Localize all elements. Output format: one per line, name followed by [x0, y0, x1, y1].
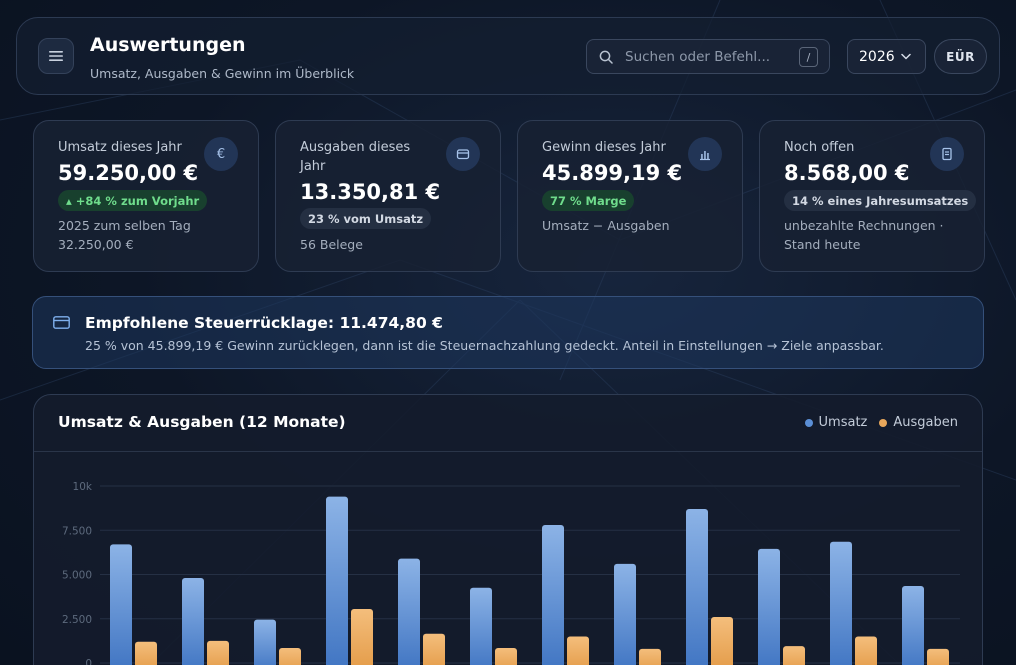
kpi-badge: ▴ +84 % zum Vorjahr — [58, 190, 208, 211]
menu-button[interactable] — [38, 38, 74, 74]
search-input[interactable] — [625, 48, 797, 65]
bar-revenue[interactable] — [326, 496, 348, 665]
chart-plot-area: 0 2.500 5.000 7.500 10k — [62, 481, 960, 665]
bar-revenue[interactable] — [470, 587, 492, 665]
kpi-label: Umsatz dieses Jahr — [58, 140, 182, 155]
bar-expenses[interactable] — [495, 647, 517, 665]
chevron-down-icon — [900, 53, 911, 60]
search-shortcut-key: / — [799, 47, 818, 67]
kpi-label: Gewinn dieses Jahr — [542, 140, 666, 155]
page-subtitle: Umsatz, Ausgaben & Gewinn im Überblick — [90, 66, 355, 81]
wallet-icon — [446, 137, 480, 171]
bar-revenue[interactable] — [254, 619, 276, 665]
kpi-card-open: Noch offen 8.568,00 € 14 % eines Jahresu… — [759, 120, 985, 272]
y-tick-label: 5.000 — [62, 570, 92, 582]
bar-expenses[interactable] — [423, 633, 445, 665]
card-icon — [53, 316, 70, 329]
bar-expenses[interactable] — [351, 609, 373, 665]
page-title: Auswertungen — [90, 34, 246, 56]
bar-expenses[interactable] — [135, 641, 157, 665]
kpi-card-profit: Gewinn dieses Jahr 45.899,19 € 77 % Marg… — [517, 120, 743, 272]
kpi-value: 8.568,00 € — [784, 161, 910, 185]
euer-mode-button[interactable]: EÜR — [934, 39, 987, 74]
kpi-card-revenue: Umsatz dieses Jahr € 59.250,00 € ▴ +84 %… — [33, 120, 259, 272]
kpi-badge: 14 % eines Jahresumsatzes — [784, 190, 977, 211]
receipt-icon — [930, 137, 964, 171]
bar-revenue[interactable] — [182, 578, 204, 665]
kpi-note: 2025 zum selben Tag 32.250,00 € — [58, 218, 191, 252]
bar-expenses[interactable] — [711, 616, 733, 665]
year-select[interactable]: 2026 — [847, 39, 926, 74]
bar-expenses[interactable] — [927, 648, 949, 665]
euro-icon: € — [204, 137, 238, 171]
bar-revenue[interactable] — [542, 524, 564, 665]
kpi-value: 13.350,81 € — [300, 180, 441, 204]
legend-label: Ausgaben — [893, 415, 958, 430]
y-tick-label: 0 — [85, 658, 92, 665]
kpi-badge: 77 % Marge — [542, 190, 635, 211]
tax-reserve-title: Empfohlene Steuerrücklage: 11.474,80 € — [85, 314, 443, 332]
kpi-value: 45.899,19 € — [542, 161, 683, 185]
legend-dot — [804, 418, 813, 427]
bar-revenue[interactable] — [902, 586, 924, 665]
legend-label: Umsatz — [818, 415, 868, 430]
kpi-note: unbezahlte Rechnungen · Stand heute — [784, 218, 944, 252]
legend-item-revenue[interactable]: Umsatz — [804, 415, 868, 430]
bar-revenue[interactable] — [830, 541, 852, 665]
tax-reserve-banner: Empfohlene Steuerrücklage: 11.474,80 € 2… — [32, 296, 984, 369]
kpi-note: Umsatz − Ausgaben — [542, 218, 670, 233]
bar-expenses[interactable] — [567, 636, 589, 665]
search-box[interactable]: / — [586, 39, 830, 74]
year-select-value: 2026 — [859, 48, 895, 65]
legend-item-expenses[interactable]: Ausgaben — [879, 415, 958, 430]
bar-expenses[interactable] — [279, 647, 301, 665]
y-tick-label: 7.500 — [62, 525, 92, 537]
bar-revenue[interactable] — [110, 544, 132, 665]
bar-revenue[interactable] — [758, 548, 780, 665]
kpi-label: Ausgaben dieses Jahr — [300, 140, 411, 174]
kpi-card-expenses: Ausgaben dieses Jahr 13.350,81 € 23 % vo… — [275, 120, 501, 272]
chart-legend: Umsatz Ausgaben — [804, 415, 958, 430]
revenue-expenses-chart: Umsatz & Ausgaben (12 Monate) Umsatz Aus… — [33, 394, 983, 665]
bar-expenses[interactable] — [639, 648, 661, 665]
tax-reserve-text: 25 % von 45.899,19 € Gewinn zurücklegen,… — [85, 338, 884, 353]
bar-revenue[interactable] — [398, 558, 420, 665]
app-header: Auswertungen Umsatz, Ausgaben & Gewinn i… — [16, 17, 1000, 95]
y-tick-label: 2.500 — [62, 614, 92, 626]
search-icon — [599, 50, 613, 64]
bar-expenses[interactable] — [207, 640, 229, 665]
kpi-label: Noch offen — [784, 140, 855, 155]
kpi-note: 56 Belege — [300, 237, 363, 252]
chart-title: Umsatz & Ausgaben (12 Monate) — [58, 413, 346, 431]
bar-revenue[interactable] — [686, 509, 708, 665]
bar-expenses[interactable] — [783, 646, 805, 665]
bar-chart-icon — [688, 137, 722, 171]
kpi-value: 59.250,00 € — [58, 161, 199, 185]
y-tick-label: 10k — [73, 481, 93, 493]
kpi-badge: 23 % vom Umsatz — [300, 208, 432, 229]
legend-dot — [879, 418, 888, 427]
chart-header: Umsatz & Ausgaben (12 Monate) Umsatz Aus… — [34, 395, 982, 452]
menu-icon — [49, 51, 63, 61]
bar-expenses[interactable] — [855, 636, 877, 665]
bar-revenue[interactable] — [614, 563, 636, 665]
